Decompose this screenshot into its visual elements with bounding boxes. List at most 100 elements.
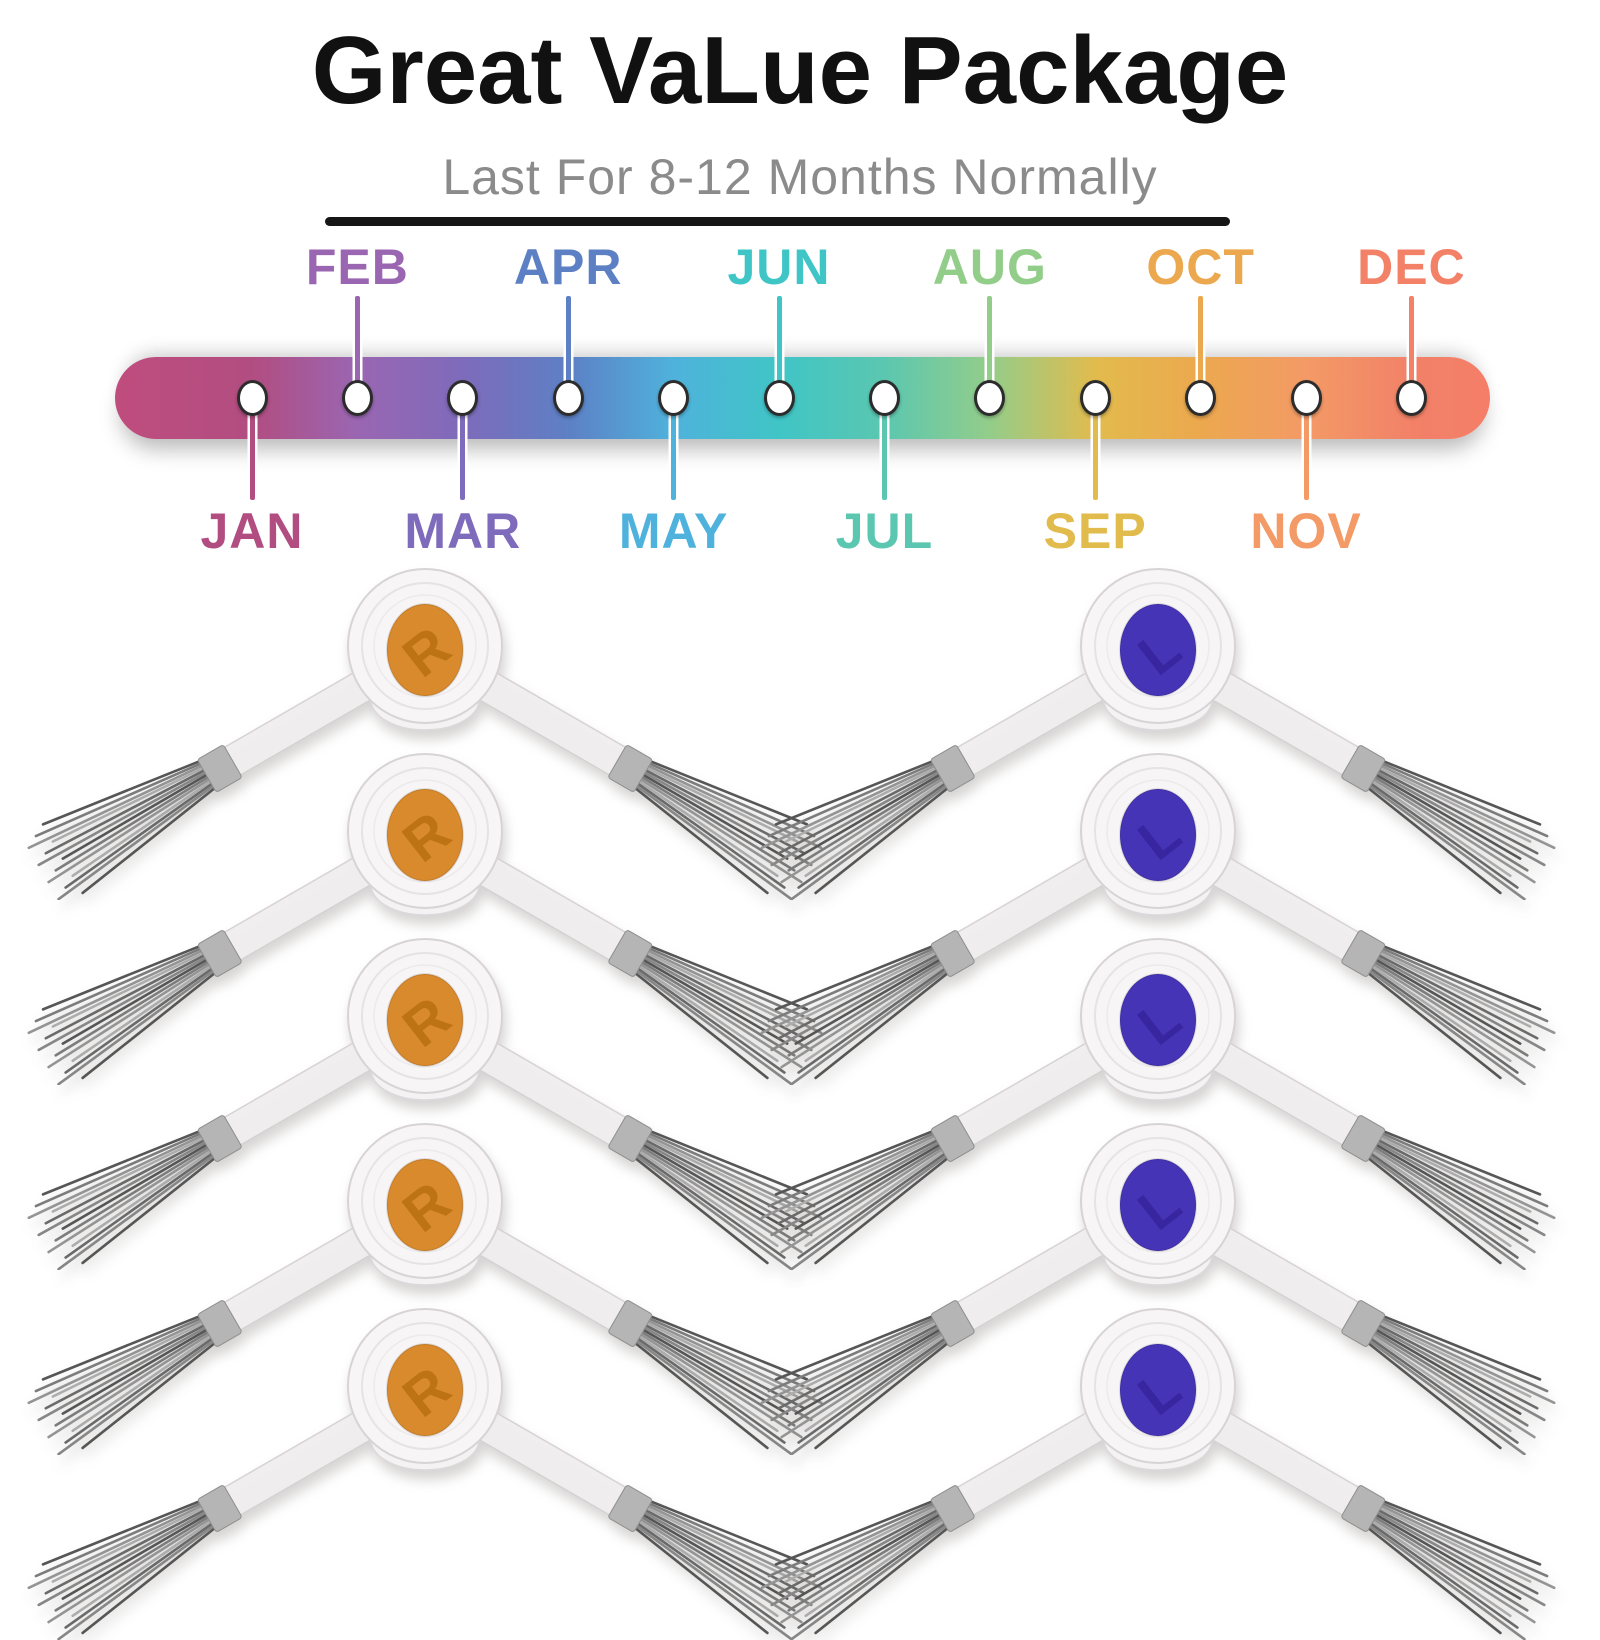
brush-hub: [1106, 1334, 1210, 1438]
brush-arm-left: [27, 651, 408, 900]
bristle-ferrule: [930, 1485, 975, 1532]
brush-hub: [373, 1334, 477, 1438]
month-label-mar: MAR: [404, 503, 522, 559]
bristle-fan: [760, 1498, 952, 1640]
center-disk: [386, 1343, 464, 1437]
bristle-fan: [1364, 758, 1556, 900]
month-tick-sep: [1092, 404, 1098, 500]
center-disk: [386, 788, 464, 882]
month-tick-may: [671, 404, 677, 500]
brush-hub: [361, 952, 489, 1080]
page-subtitle: Last For 8-12 Months Normally: [442, 149, 1158, 205]
month-label-jan: JAN: [200, 503, 304, 559]
center-disk: [386, 1158, 464, 1252]
center-disk: [386, 973, 464, 1067]
side-brush-right-r-row-2: R: [0, 745, 925, 1085]
month-hole-jan: [236, 380, 268, 416]
bristle-ferrule: [930, 930, 975, 977]
month-label-nov: NOV: [1250, 503, 1362, 559]
bristle-fan: [27, 1128, 219, 1270]
bristle-fan: [760, 1128, 952, 1270]
brush-hub: [373, 1149, 477, 1253]
brush-hub: [1094, 952, 1222, 1080]
bristle-ferrule: [930, 1300, 975, 1347]
side-brush-right-r-row-3: R: [0, 930, 925, 1270]
month-tick-jun: [776, 296, 782, 392]
brush-hub: [1106, 964, 1210, 1068]
bristle-fan: [760, 1313, 952, 1455]
bristle-fan: [27, 758, 219, 900]
brush-hub: [1094, 1137, 1222, 1265]
bristle-ferrule: [608, 1300, 653, 1347]
month-hole-mar: [447, 380, 479, 416]
brush-hub: [1106, 779, 1210, 883]
month-tick-jul: [881, 404, 887, 500]
bristle-fan: [760, 758, 952, 900]
bristle-ferrule: [608, 1485, 653, 1532]
month-tick-jan: [249, 404, 255, 500]
month-hole-jun: [763, 380, 795, 416]
subtitle-underline: [325, 217, 1230, 226]
month-label-jul: JUL: [835, 503, 934, 559]
bristle-ferrule: [197, 1115, 242, 1162]
side-brush-right-r-row-5: R: [0, 1300, 925, 1640]
side-brush-left-l-row-4: L: [658, 1115, 1600, 1455]
month-label-dec: DEC: [1357, 239, 1466, 295]
month-label-may: MAY: [618, 503, 729, 559]
brush-hub: [361, 767, 489, 895]
brush-hub: [1106, 1149, 1210, 1253]
month-hole-apr: [552, 380, 584, 416]
month-hole-aug: [974, 380, 1006, 416]
bristle-ferrule: [608, 930, 653, 977]
center-disk: [1119, 603, 1197, 697]
timeline-bar: [115, 357, 1490, 439]
bristle-fan: [27, 943, 219, 1085]
bristle-ferrule: [197, 930, 242, 977]
brush-hub: [373, 594, 477, 698]
bristle-fan: [1364, 1498, 1556, 1640]
center-disk: [1119, 1343, 1197, 1437]
month-tick-aug: [987, 296, 993, 392]
bristle-ferrule: [1341, 1300, 1386, 1347]
month-tick-oct: [1198, 296, 1204, 392]
side-brush-left-l-row-5: L: [658, 1300, 1600, 1640]
brush-hub: [361, 1322, 489, 1450]
month-tick-mar: [460, 404, 466, 500]
brush-hub: [1094, 582, 1222, 710]
bristle-ferrule: [197, 1300, 242, 1347]
bristle-fan: [1364, 1313, 1556, 1455]
month-hole-may: [658, 380, 690, 416]
bristle-ferrule: [1341, 1485, 1386, 1532]
bristle-fan: [631, 758, 823, 900]
month-tick-feb: [354, 296, 360, 392]
brush-hub: [373, 964, 477, 1068]
bristle-ferrule: [1341, 930, 1386, 977]
month-hole-sep: [1079, 380, 1111, 416]
bristle-ferrule: [608, 1115, 653, 1162]
bristle-fan: [1364, 943, 1556, 1085]
brush-hub: [1094, 1322, 1222, 1450]
brush-hub: [1094, 767, 1222, 895]
brush-hub: [373, 779, 477, 883]
month-hole-feb: [341, 380, 373, 416]
month-tick-apr: [565, 296, 571, 392]
bristle-fan: [760, 943, 952, 1085]
month-label-oct: OCT: [1146, 239, 1255, 295]
side-brush-right-r-row-4: R: [0, 1115, 925, 1455]
side-brush-left-l-row-3: L: [658, 930, 1600, 1270]
brush-hub: [361, 582, 489, 710]
center-disk: [1119, 788, 1197, 882]
month-label-sep: SEP: [1043, 503, 1147, 559]
center-disk: [1119, 973, 1197, 1067]
bristle-ferrule: [930, 745, 975, 792]
side-brush-right-r-row-1: R: [0, 560, 925, 900]
month-hole-jul: [868, 380, 900, 416]
bristle-ferrule: [930, 1115, 975, 1162]
bristle-ferrule: [197, 1485, 242, 1532]
brush-hub: [1106, 594, 1210, 698]
month-tick-dec: [1408, 296, 1414, 392]
month-label-jun: JUN: [727, 239, 831, 295]
month-tick-nov: [1303, 404, 1309, 500]
month-label-feb: FEB: [305, 239, 409, 295]
side-brush-left-l-row-2: L: [658, 745, 1600, 1085]
